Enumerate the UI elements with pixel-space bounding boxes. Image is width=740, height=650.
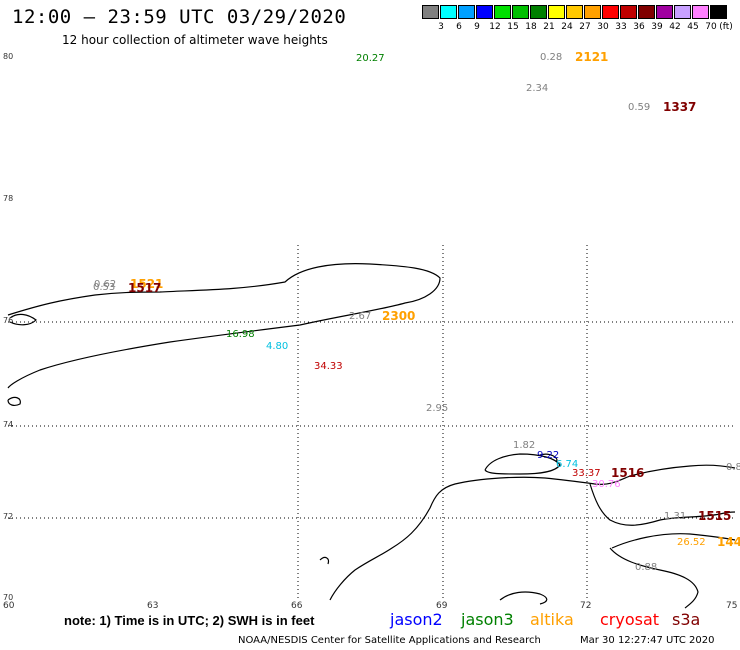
legend-swatch (674, 5, 691, 19)
legend-value: 42 (669, 22, 681, 32)
wave-height-label: 0.8 (726, 462, 740, 473)
legend-swatch (710, 5, 727, 19)
observation-time-label: 1515 (698, 509, 732, 523)
legend-swatch (512, 5, 529, 19)
wave-height-label: 4.80 (266, 341, 289, 352)
legend-value: 45 (687, 22, 699, 32)
footnote: note: 1) Time is in UTC; 2) SWH is in fe… (64, 613, 315, 628)
longitude-label: 66 (291, 601, 303, 611)
longitude-label: 60 (3, 601, 15, 611)
longitude-label: 72 (580, 601, 592, 611)
legend-value: 6 (456, 22, 462, 32)
wave-height-label: 1.31 (664, 511, 687, 522)
legend-value: 24 (561, 22, 573, 32)
legend-value: 70 (705, 22, 717, 32)
wave-height-label: 33.37 (572, 468, 601, 479)
legend-swatch (584, 5, 601, 19)
wave-height-label: 0.59 (628, 102, 651, 113)
legend-value: 3 (438, 22, 444, 32)
legend-swatch (656, 5, 673, 19)
legend-swatch (602, 5, 619, 19)
legend-swatch (494, 5, 511, 19)
latitude-label: 76 (3, 316, 14, 325)
wave-height-label: 2.67 (349, 311, 372, 322)
legend-value: 27 (579, 22, 591, 32)
wave-height-label: 1.82 (513, 440, 536, 451)
latitude-label: 78 (3, 194, 14, 203)
map-subtitle: 12 hour collection of altimeter wave hei… (62, 33, 328, 47)
latitude-label: 70 (3, 593, 14, 602)
observation-time-label: 2121 (575, 50, 609, 64)
wave-height-label: 0.28 (540, 52, 563, 63)
mission-label: jason2 (390, 610, 443, 629)
mission-label: s3a (672, 610, 701, 629)
wave-height-label: 30.76 (592, 479, 621, 490)
wave-height-label: 20.27 (356, 53, 385, 64)
wave-height-label: 34.33 (314, 361, 343, 372)
observation-time-label: 144 (717, 535, 740, 549)
color-scale-legend: 3 6 9 12 15 18 21 24 27 30 33 36 39 42 45 70 (ft) (422, 5, 733, 35)
legend-swatch (476, 5, 493, 19)
legend-value: 21 (543, 22, 555, 32)
latitude-label: 74 (3, 420, 14, 429)
legend-swatch (458, 5, 475, 19)
legend-value: 39 (651, 22, 663, 32)
longitude-label: 69 (436, 601, 448, 611)
legend-value: 9 (474, 22, 480, 32)
legend-swatch (620, 5, 637, 19)
legend-swatch (440, 5, 457, 19)
wave-height-label: 2.95 (426, 403, 449, 414)
credit-line: NOAA/NESDIS Center for Satellite Applica… (238, 635, 541, 646)
coastline (7, 263, 736, 609)
wave-height-label: 6.74 (556, 459, 579, 470)
legend-swatch (530, 5, 547, 19)
latitude-label: 80 (3, 52, 14, 61)
legend-value: 18 (525, 22, 537, 32)
legend-value: 36 (633, 22, 645, 32)
longitude-label: 75 (726, 601, 738, 611)
grid-lines (8, 245, 735, 600)
wave-height-label: 9.22 (537, 450, 560, 461)
observation-time-label: 1516 (611, 466, 645, 480)
mission-label: jason3 (461, 610, 514, 629)
wave-height-label: 2.34 (526, 83, 549, 94)
observation-time-label: 1517 (128, 281, 162, 295)
legend-swatch (638, 5, 655, 19)
legend-swatch (548, 5, 565, 19)
legend-swatch (566, 5, 583, 19)
mission-label: altika (530, 610, 574, 629)
wave-height-label: 0.88 (635, 562, 658, 573)
longitude-label: 63 (147, 601, 159, 611)
legend-swatch (422, 5, 439, 19)
legend-value: 33 (615, 22, 627, 32)
legend-unit: (ft) (719, 22, 733, 32)
wave-height-label: 0.53 (93, 282, 116, 293)
legend-value: 30 (597, 22, 609, 32)
wave-height-label: 26.52 (677, 537, 706, 548)
mission-label: cryosat (600, 610, 660, 629)
map-title: 12:00 — 23:59 UTC 03/29/2020 (12, 6, 347, 28)
observation-time-label: 2300 (382, 309, 416, 323)
generated-timestamp: Mar 30 12:27:47 UTC 2020 (580, 635, 715, 646)
wave-height-label: 0.62 (94, 279, 117, 290)
legend-value: 12 (489, 22, 501, 32)
observation-time-label: 1521 (130, 277, 164, 291)
observation-time-label: 1337 (663, 100, 697, 114)
legend-swatch (692, 5, 709, 19)
legend-value: 15 (507, 22, 519, 32)
latitude-label: 72 (3, 512, 14, 521)
wave-height-label: 16.98 (226, 329, 255, 340)
